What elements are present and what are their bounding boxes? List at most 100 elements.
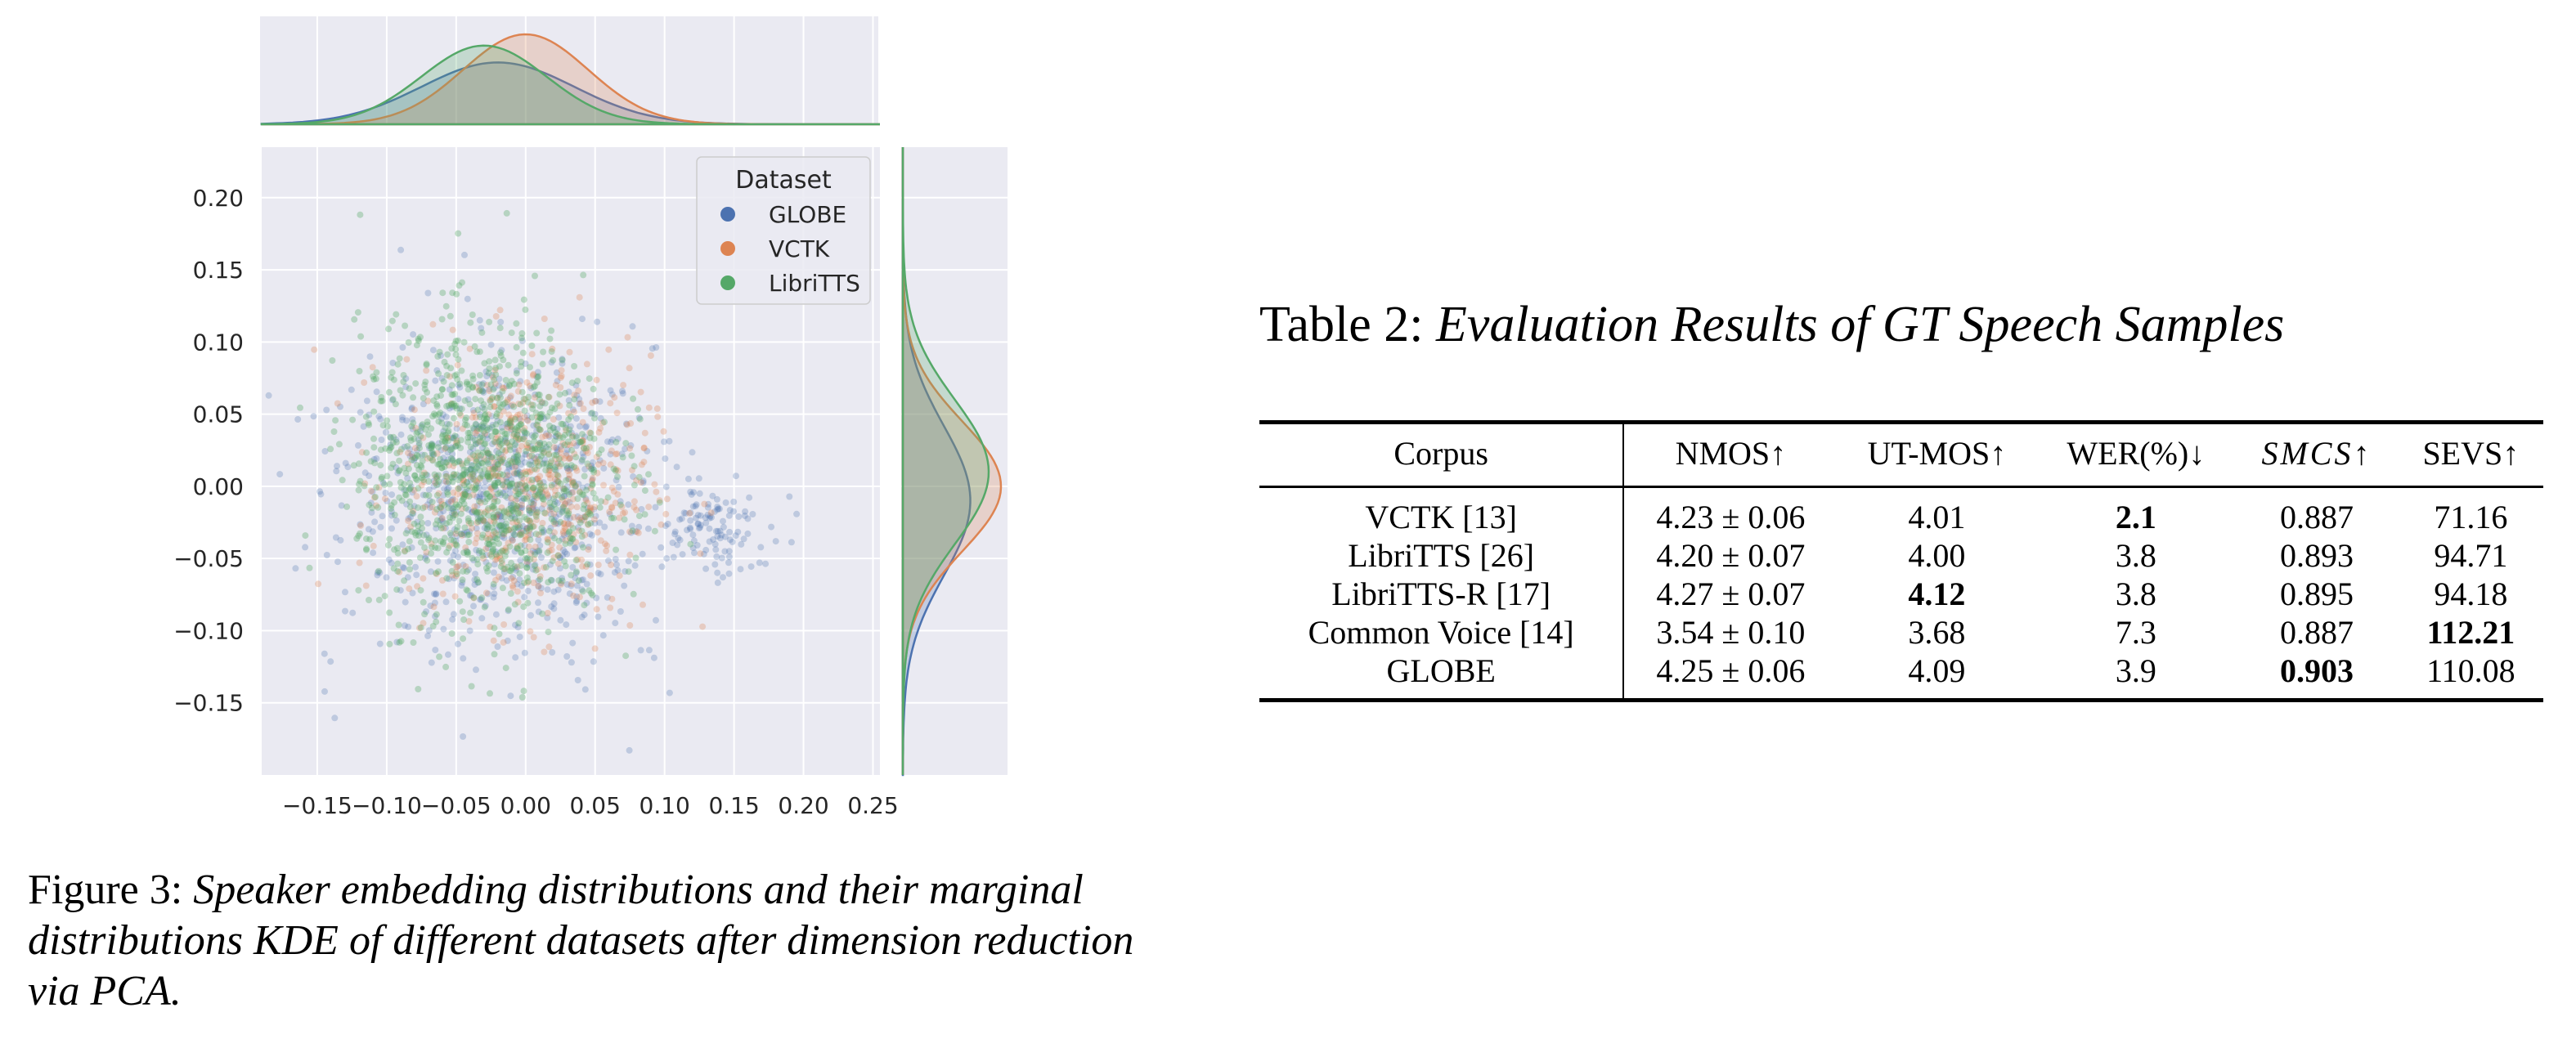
scatter-point [508, 559, 515, 567]
scatter-point [489, 394, 496, 401]
scatter-point [469, 375, 477, 383]
scatter-point [503, 475, 510, 482]
scatter-point [447, 365, 455, 372]
scatter-point [713, 495, 720, 503]
scatter-point [490, 580, 497, 588]
scatter-point [420, 401, 427, 408]
scatter-point [554, 459, 562, 467]
scatter-point [487, 455, 495, 462]
scatter-point [420, 395, 427, 402]
scatter-point [407, 483, 415, 490]
scatter-point [466, 471, 473, 477]
scatter-point [552, 487, 559, 495]
scatter-point [490, 545, 497, 553]
scatter-point [580, 271, 587, 279]
scatter-point [693, 514, 699, 522]
scatter-point [539, 495, 546, 502]
table-title: Table 2: Evaluation Results of GT Speech… [1259, 296, 2568, 354]
scatter-point [510, 525, 518, 532]
scatter-point [473, 455, 480, 463]
scatter-point [579, 484, 586, 491]
y-tick-label: 0.10 [193, 329, 244, 356]
scatter-point [424, 632, 432, 639]
scatter-point [448, 630, 456, 637]
scatter-point [598, 498, 604, 505]
scatter-point [453, 405, 460, 412]
scatter-point [432, 647, 439, 654]
scatter-point [463, 468, 470, 476]
scatter-point [662, 522, 669, 530]
scatter-point [492, 365, 500, 372]
scatter-point [613, 546, 620, 553]
scatter-point [460, 500, 468, 508]
scatter-point [632, 528, 640, 535]
scatter-point [575, 517, 582, 524]
scatter-point [433, 402, 441, 410]
scatter-point [358, 449, 366, 456]
scatter-point [404, 474, 411, 481]
scatter-point [528, 505, 536, 512]
scatter-point [577, 438, 585, 446]
scatter-point [571, 408, 577, 415]
scatter-point [530, 422, 537, 429]
scatter-point [550, 518, 558, 526]
scatter-point [338, 502, 345, 509]
scatter-point [510, 454, 518, 461]
scatter-point [557, 480, 564, 487]
scatter-point [415, 522, 422, 530]
scatter-point [657, 544, 665, 551]
scatter-point [491, 481, 498, 489]
scatter-point [471, 503, 478, 510]
scatter-point [551, 491, 559, 499]
scatter-point [412, 563, 419, 571]
scatter-point [497, 352, 505, 360]
scatter-point [460, 490, 468, 497]
scatter-point [653, 488, 660, 495]
scatter-point [528, 343, 536, 349]
scatter-point [482, 477, 489, 485]
scatter-point [521, 536, 528, 544]
scatter-point [502, 434, 509, 441]
scatter-point [398, 497, 406, 504]
scatter-point [478, 594, 486, 602]
scatter-point [535, 531, 542, 538]
scatter-point [492, 549, 500, 555]
scatter-point [357, 521, 364, 528]
scatter-point [473, 478, 480, 486]
scatter-point [566, 466, 573, 473]
scatter-point [708, 513, 715, 521]
header-nmos: NMOS↑ [1623, 422, 1838, 488]
scatter-point [617, 529, 625, 536]
scatter-point [500, 522, 508, 530]
scatter-point [483, 373, 491, 380]
scatter-point [492, 371, 500, 378]
scatter-point [566, 499, 573, 506]
scatter-point [569, 535, 577, 543]
scatter-point [424, 397, 432, 405]
scatter-point [566, 401, 573, 409]
scatter-point [544, 586, 551, 593]
scatter-point [356, 368, 363, 374]
scatter-point [518, 421, 525, 428]
scatter-point [423, 361, 430, 369]
scatter-point [432, 521, 439, 528]
scatter-point [530, 500, 537, 508]
scatter-point [511, 470, 518, 477]
scatter-point [580, 453, 587, 460]
scatter-point [513, 369, 520, 377]
scatter-point [403, 356, 411, 363]
scatter-point [545, 527, 553, 535]
scatter-point [521, 407, 528, 414]
scatter-point [500, 490, 507, 497]
scatter-point [446, 386, 453, 393]
scatter-point [733, 472, 739, 480]
scatter-point [545, 393, 552, 401]
scatter-point [637, 647, 644, 654]
scatter-point [497, 522, 505, 529]
scatter-point [491, 376, 498, 383]
scatter-point [565, 475, 572, 482]
scatter-point [475, 462, 482, 469]
scatter-point [406, 465, 412, 472]
scatter-point [532, 476, 540, 483]
scatter-point [734, 528, 742, 535]
